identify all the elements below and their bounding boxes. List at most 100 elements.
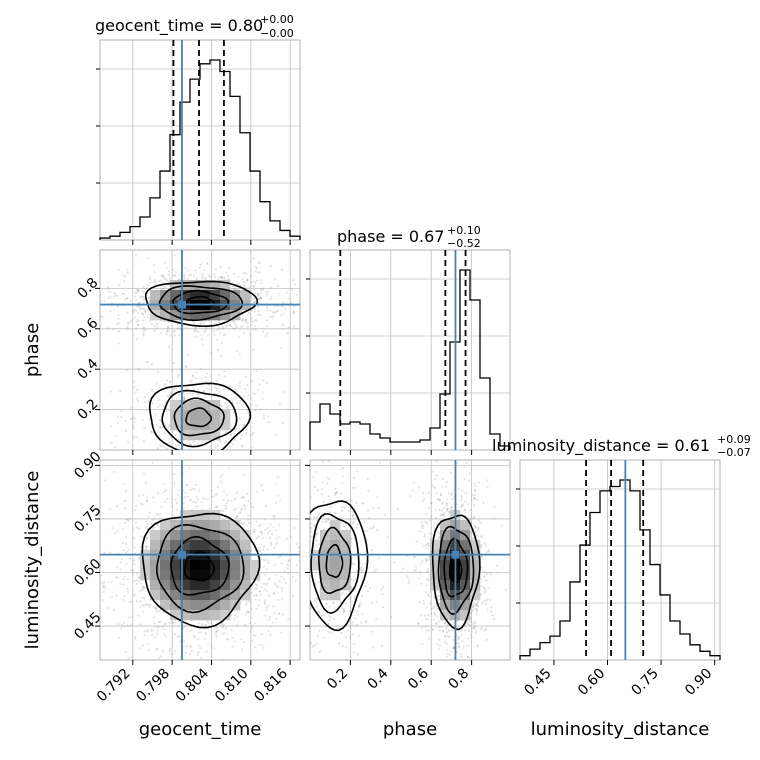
sample-point bbox=[352, 486, 355, 489]
sample-point bbox=[408, 579, 411, 582]
sample-point bbox=[128, 557, 132, 560]
sample-point bbox=[232, 432, 235, 436]
sample-point bbox=[139, 545, 142, 549]
sample-point bbox=[208, 507, 211, 510]
sample-point bbox=[257, 293, 260, 296]
sample-point bbox=[476, 498, 479, 501]
sample-point bbox=[333, 607, 337, 610]
sample-point bbox=[405, 575, 408, 578]
sample-point bbox=[464, 511, 467, 514]
sample-point bbox=[168, 649, 171, 652]
sample-point bbox=[461, 647, 464, 651]
sample-point bbox=[135, 582, 138, 586]
sample-point bbox=[351, 621, 354, 624]
sample-point bbox=[244, 375, 248, 379]
y-axis-label-phase: phase bbox=[22, 323, 43, 377]
sample-point bbox=[82, 302, 84, 304]
density-cell bbox=[160, 560, 171, 571]
sample-point bbox=[475, 532, 478, 536]
sample-point bbox=[256, 292, 259, 295]
sample-point bbox=[310, 526, 313, 529]
sample-point bbox=[484, 591, 487, 595]
sample-point bbox=[123, 279, 126, 283]
sample-point bbox=[251, 392, 255, 395]
sample-point bbox=[146, 360, 149, 364]
sample-point bbox=[164, 278, 167, 281]
sample-point bbox=[302, 302, 304, 304]
sample-point bbox=[424, 544, 428, 547]
sample-point bbox=[381, 593, 384, 596]
sample-point bbox=[201, 454, 203, 456]
sample-point bbox=[163, 628, 167, 631]
sample-point bbox=[292, 310, 295, 313]
sample-point bbox=[133, 421, 136, 424]
sample-point bbox=[266, 527, 269, 530]
density-cell bbox=[190, 310, 201, 321]
sample-point bbox=[317, 304, 319, 306]
sample-point bbox=[435, 460, 438, 463]
sample-point bbox=[147, 649, 150, 652]
sample-point bbox=[168, 667, 170, 669]
title-geocent-time-minus: −0.00 bbox=[260, 27, 294, 40]
sample-point bbox=[427, 613, 430, 617]
sample-point bbox=[258, 590, 261, 593]
sample-point bbox=[475, 613, 478, 616]
sample-point bbox=[244, 387, 247, 391]
sample-point bbox=[157, 405, 160, 409]
sample-point bbox=[352, 476, 356, 479]
sample-point bbox=[204, 380, 207, 383]
sample-point bbox=[182, 627, 185, 630]
density-cell bbox=[210, 430, 221, 441]
sample-point bbox=[117, 330, 121, 333]
sample-point bbox=[272, 526, 275, 529]
sample-point bbox=[425, 547, 428, 550]
sample-point bbox=[215, 453, 217, 455]
density-cell bbox=[190, 570, 201, 581]
sample-point bbox=[264, 505, 267, 508]
sample-point bbox=[239, 511, 242, 514]
sample-point bbox=[253, 307, 257, 311]
sample-point bbox=[100, 300, 102, 303]
sample-point bbox=[166, 329, 169, 332]
sample-point bbox=[100, 539, 101, 541]
sample-point bbox=[226, 461, 228, 463]
sample-point bbox=[107, 327, 110, 330]
sample-point bbox=[352, 651, 355, 654]
sample-point bbox=[195, 277, 198, 280]
panel-luminosity-distance-vs-geocent-time bbox=[99, 459, 301, 661]
sample-point bbox=[144, 603, 148, 606]
sample-point bbox=[159, 403, 162, 406]
sample-point bbox=[155, 647, 159, 651]
sample-point bbox=[386, 536, 389, 539]
sample-point bbox=[216, 348, 219, 351]
sample-point bbox=[280, 589, 284, 592]
sample-point bbox=[268, 577, 271, 580]
sample-point bbox=[278, 612, 281, 616]
sample-point bbox=[247, 411, 250, 414]
density-layer bbox=[310, 460, 508, 712]
sample-point bbox=[412, 556, 416, 559]
sample-point bbox=[130, 656, 134, 659]
sample-point bbox=[346, 629, 349, 632]
density-cell bbox=[190, 290, 201, 301]
sample-point bbox=[276, 309, 279, 312]
sample-point bbox=[318, 542, 321, 546]
sample-point bbox=[124, 419, 127, 423]
sample-point bbox=[167, 280, 170, 284]
sample-point bbox=[263, 559, 267, 562]
sample-point bbox=[475, 534, 478, 538]
density-cell bbox=[220, 520, 231, 531]
sample-point bbox=[186, 483, 189, 486]
sample-point bbox=[443, 710, 445, 712]
sample-point bbox=[209, 445, 212, 448]
sample-point bbox=[250, 281, 253, 284]
sample-point bbox=[163, 261, 166, 264]
sample-point bbox=[194, 377, 197, 380]
sample-point bbox=[375, 617, 378, 621]
sample-point bbox=[139, 582, 142, 585]
density-cell bbox=[250, 570, 261, 581]
sample-point bbox=[242, 521, 245, 524]
sample-point bbox=[137, 527, 141, 530]
sample-point bbox=[138, 301, 141, 304]
sample-point bbox=[221, 510, 225, 513]
